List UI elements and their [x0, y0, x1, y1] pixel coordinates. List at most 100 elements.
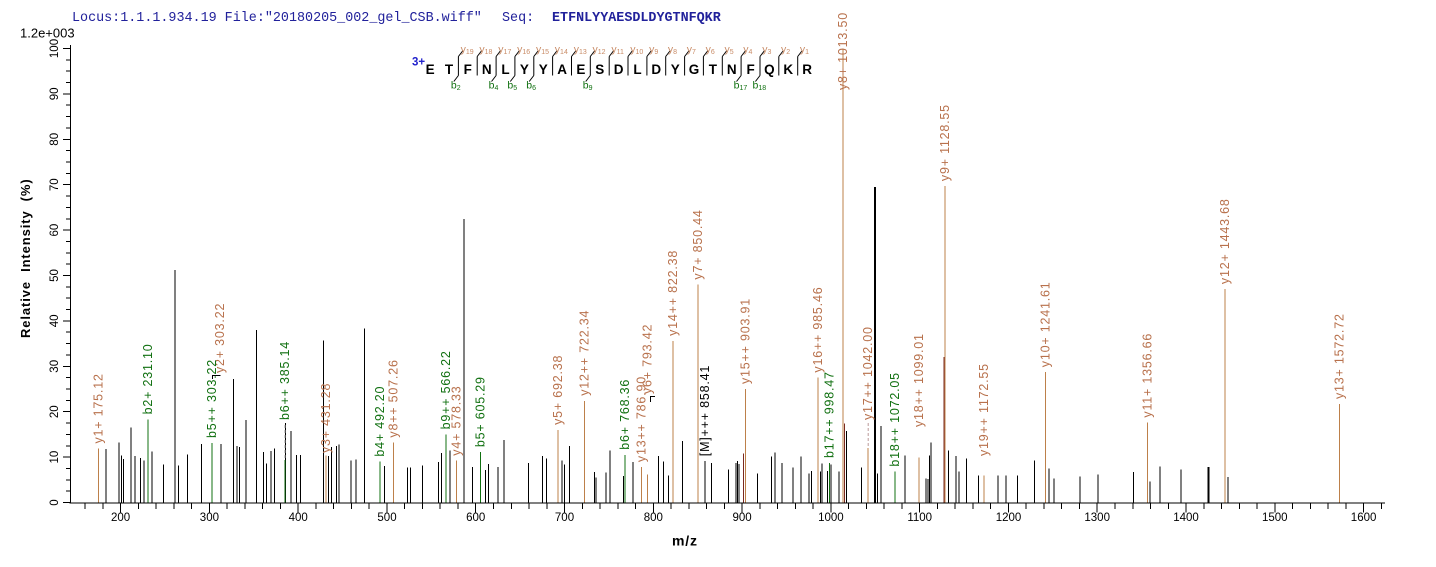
- svg-text:b9: b9: [583, 80, 593, 93]
- svg-text:600: 600: [466, 512, 485, 524]
- svg-text:F: F: [464, 62, 472, 77]
- svg-text:b6: b6: [526, 80, 536, 93]
- svg-text:b5: b5: [507, 80, 517, 93]
- svg-text:y2: y2: [781, 44, 790, 57]
- svg-text:y14++ 822.38: y14++ 822.38: [666, 250, 680, 336]
- svg-text:y6: y6: [706, 44, 715, 57]
- svg-text:D: D: [651, 62, 661, 77]
- svg-text:Relative Intensity (%): Relative Intensity (%): [18, 178, 33, 338]
- svg-text:L: L: [633, 62, 641, 77]
- svg-text:b5+ 605.29: b5+ 605.29: [473, 376, 487, 447]
- svg-text:N: N: [482, 62, 492, 77]
- svg-text:A: A: [557, 62, 567, 77]
- svg-text:500: 500: [377, 512, 396, 524]
- svg-text:b9++ 566.22: b9++ 566.22: [439, 350, 453, 429]
- svg-text:y3+ 431.28: y3+ 431.28: [319, 383, 333, 453]
- svg-text:y13++ 786.90: y13++ 786.90: [635, 376, 649, 462]
- svg-text:700: 700: [555, 512, 574, 524]
- svg-text:400: 400: [289, 512, 308, 524]
- svg-text:b17++ 998.47: b17++ 998.47: [823, 371, 837, 458]
- svg-text:m/z: m/z: [672, 533, 698, 549]
- svg-text:200: 200: [111, 512, 130, 524]
- svg-text:Y: Y: [520, 62, 529, 77]
- svg-text:y18++ 1099.01: y18++ 1099.01: [912, 333, 926, 427]
- svg-text:900: 900: [733, 512, 752, 524]
- svg-text:y9+ 1128.55: y9+ 1128.55: [938, 104, 952, 181]
- svg-text:y5+ 692.38: y5+ 692.38: [551, 355, 565, 425]
- svg-text:Q: Q: [764, 62, 775, 77]
- svg-text:1.2e+003: 1.2e+003: [20, 26, 75, 41]
- svg-text:Seq:: Seq:: [502, 11, 534, 26]
- svg-text:30: 30: [49, 360, 61, 373]
- svg-text:60: 60: [49, 224, 61, 237]
- svg-text:S: S: [595, 62, 604, 77]
- svg-text:90: 90: [49, 88, 61, 101]
- svg-text:y6+ 793.42: y6+ 793.42: [641, 324, 655, 394]
- svg-text:y12++ 722.34: y12++ 722.34: [577, 310, 591, 396]
- svg-text:1000: 1000: [818, 512, 844, 524]
- svg-text:1300: 1300: [1084, 512, 1110, 524]
- svg-text:b5++ 303.22: b5++ 303.22: [205, 359, 219, 438]
- svg-text:y9: y9: [649, 44, 658, 57]
- svg-text:Y: Y: [671, 62, 680, 77]
- svg-text:R: R: [802, 62, 812, 77]
- svg-text:y1: y1: [800, 44, 809, 57]
- svg-text:1600: 1600: [1351, 512, 1377, 524]
- svg-text:E: E: [426, 62, 435, 77]
- svg-text:50: 50: [49, 269, 61, 282]
- svg-text:b6+ 768.36: b6+ 768.36: [618, 379, 632, 450]
- svg-text:y12+ 1443.68: y12+ 1443.68: [1218, 198, 1232, 284]
- svg-text:T: T: [709, 62, 718, 77]
- svg-text:y8+ 1013.50: y8+ 1013.50: [836, 12, 850, 90]
- svg-text:y16++ 985.46: y16++ 985.46: [811, 287, 825, 373]
- svg-text:0: 0: [49, 499, 61, 505]
- svg-text:100: 100: [49, 39, 61, 58]
- svg-text:1400: 1400: [1173, 512, 1199, 524]
- svg-text:T: T: [445, 62, 454, 77]
- svg-text:y5: y5: [725, 44, 734, 57]
- svg-text:b4+ 492.20: b4+ 492.20: [373, 386, 387, 457]
- svg-text:y4: y4: [743, 44, 752, 57]
- svg-text:[M]+++ 858.41: [M]+++ 858.41: [698, 365, 712, 456]
- svg-text:y13+ 1572.72: y13+ 1572.72: [1332, 313, 1346, 399]
- svg-text:20: 20: [49, 405, 61, 418]
- svg-text:y2+ 303.22: y2+ 303.22: [213, 303, 227, 373]
- svg-text:N: N: [727, 62, 737, 77]
- svg-text:Locus:1.1.1.934.19 File:"20180: Locus:1.1.1.934.19 File:"20180205_002_ge…: [72, 11, 482, 26]
- svg-text:80: 80: [49, 133, 61, 146]
- svg-text:b2+ 231.10: b2+ 231.10: [141, 343, 155, 414]
- svg-text:y8++ 507.26: y8++ 507.26: [386, 359, 400, 437]
- svg-text:y19++ 1172.55: y19++ 1172.55: [977, 363, 991, 456]
- svg-text:1200: 1200: [996, 512, 1022, 524]
- svg-text:1100: 1100: [907, 512, 932, 524]
- svg-text:y7: y7: [687, 44, 696, 57]
- svg-text:L: L: [501, 62, 509, 77]
- svg-text:3+: 3+: [412, 57, 425, 69]
- svg-text:y3: y3: [762, 44, 771, 57]
- svg-text:800: 800: [644, 512, 663, 524]
- svg-text:F: F: [746, 62, 754, 77]
- svg-text:y7+ 850.44: y7+ 850.44: [691, 209, 705, 279]
- svg-text:y8: y8: [668, 44, 677, 57]
- svg-text:y1+ 175.12: y1+ 175.12: [92, 373, 106, 443]
- svg-text:b2: b2: [451, 80, 461, 93]
- svg-text:b18++ 1072.05: b18++ 1072.05: [888, 372, 902, 467]
- svg-text:1500: 1500: [1262, 512, 1288, 524]
- svg-text:D: D: [614, 62, 624, 77]
- svg-text:K: K: [783, 62, 793, 77]
- svg-text:300: 300: [200, 512, 219, 524]
- svg-text:y15++ 903.91: y15++ 903.91: [739, 298, 753, 384]
- svg-text:70: 70: [49, 178, 61, 191]
- svg-text:b6++ 385.14: b6++ 385.14: [278, 341, 292, 420]
- svg-text:y11+ 1356.66: y11+ 1356.66: [1141, 333, 1155, 418]
- svg-text:y4+ 578.33: y4+ 578.33: [450, 385, 464, 455]
- svg-text:ETFNLYYAESDLDYGTNFQKR: ETFNLYYAESDLDYGTNFQKR: [552, 11, 722, 26]
- svg-text:E: E: [576, 62, 585, 77]
- svg-text:y10+ 1241.61: y10+ 1241.61: [1038, 281, 1052, 367]
- svg-text:10: 10: [49, 451, 61, 464]
- svg-text:G: G: [689, 62, 700, 77]
- svg-text:y17++ 1042.00: y17++ 1042.00: [861, 326, 875, 420]
- svg-text:40: 40: [49, 315, 61, 328]
- svg-text:Y: Y: [539, 62, 548, 77]
- svg-text:b4: b4: [489, 80, 499, 93]
